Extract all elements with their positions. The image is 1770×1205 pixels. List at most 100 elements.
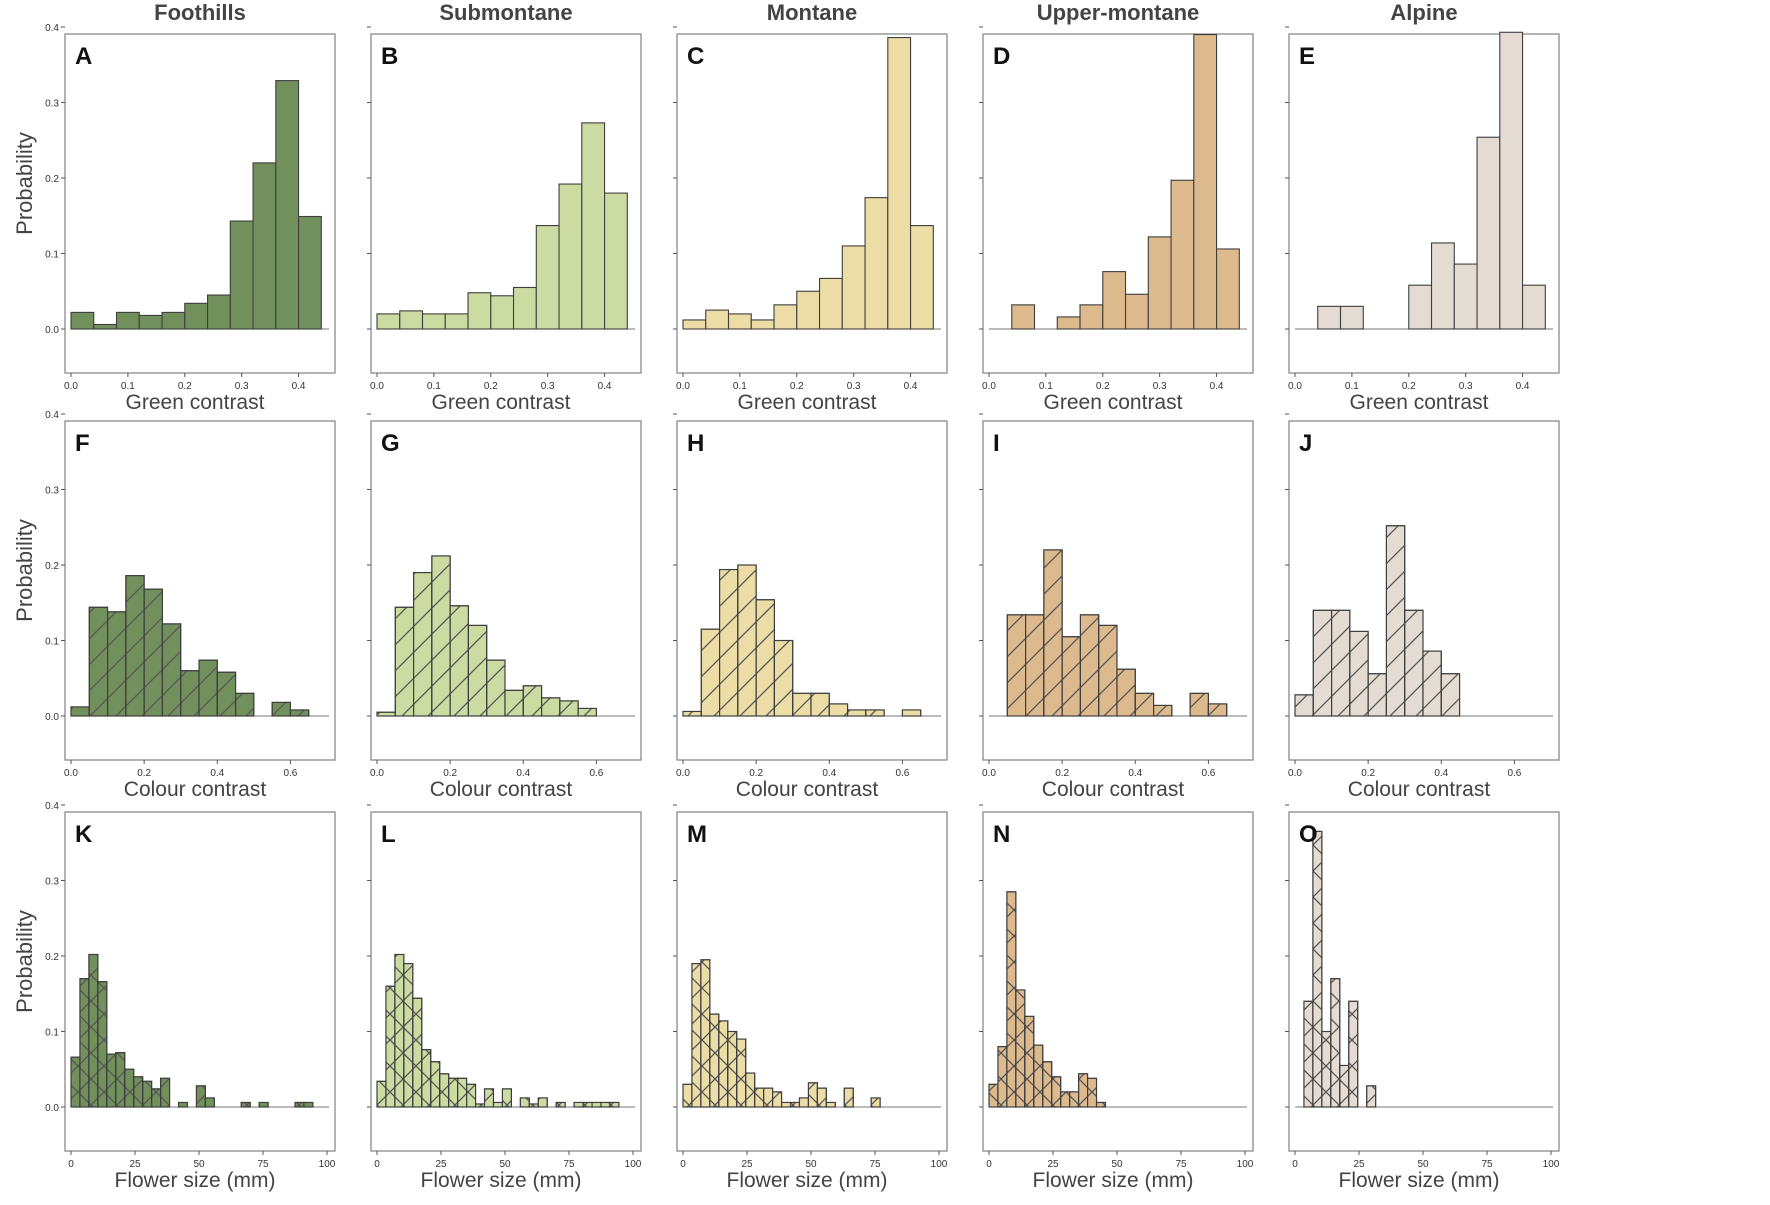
histogram-bar-hatch [204, 1097, 215, 1108]
x-tick-label: 100 [931, 1159, 948, 1170]
histogram-bar-hatch [792, 692, 812, 717]
histogram-bar [682, 319, 707, 330]
histogram-bar-hatch [1078, 1073, 1089, 1108]
histogram-bar-hatch [504, 689, 524, 717]
histogram-bar-hatch [591, 1101, 602, 1108]
histogram-bar-hatch [195, 1085, 206, 1108]
panel-label: A [75, 43, 92, 70]
y-tick-label: 0.1 [45, 1028, 59, 1039]
histogram-bar-hatch [431, 555, 451, 717]
panel-E: 0.0 0.1 0.2 0.3 0.4 Green contrast E [1285, 26, 1560, 414]
panel-K: 0.0 0.1 0.2 0.3 0.4 0 25 50 75 100 Flower size (mm… [45, 801, 336, 1192]
histogram-bar-hatch [754, 1087, 765, 1108]
histogram-bar-hatch [430, 1061, 441, 1108]
histogram-bar-hatch [125, 575, 145, 717]
x-tick-label: 0.3 [1459, 381, 1473, 392]
histogram-bar-hatch [448, 1077, 459, 1108]
x-axis-label: Flower size (mm) [1339, 1169, 1500, 1192]
histogram-bar-hatch [1366, 1085, 1377, 1108]
histogram-bar [581, 122, 606, 330]
y-tick-label: 0.0 [45, 712, 59, 723]
histogram-bar-hatch [303, 1101, 314, 1108]
histogram-bar-hatch [1422, 650, 1442, 717]
histogram-bar-hatch [691, 962, 702, 1108]
panel-O: 0 25 50 75 100 Flower size (mm) O [1285, 804, 1560, 1192]
x-axis-label: Flower size (mm) [1033, 1169, 1194, 1192]
histogram-bar [229, 220, 254, 330]
histogram-bar [796, 290, 821, 330]
y-tick-label: 0.0 [45, 325, 59, 336]
histogram-bar-hatch [865, 709, 885, 717]
histogram-bar [1011, 304, 1036, 330]
x-tick-label: 75 [563, 1159, 575, 1170]
histogram-bar [558, 183, 583, 330]
x-tick-label: 0.2 [137, 768, 151, 779]
histogram-bar-hatch [719, 568, 739, 717]
x-tick-label: 75 [1481, 1159, 1493, 1170]
histogram-bar-hatch [573, 1101, 584, 1108]
histogram-bar-hatch [1134, 692, 1155, 717]
histogram-bar-hatch [1303, 1000, 1314, 1108]
x-tick-label: 0.4 [598, 381, 612, 392]
x-tick-label: 0.1 [427, 381, 441, 392]
histogram-bar-hatch [709, 1013, 720, 1108]
histogram-bar-hatch [1116, 668, 1136, 717]
y-axis-label: Probability [12, 132, 37, 235]
histogram-bar-hatch [609, 1101, 620, 1108]
x-tick-label: 0.3 [1153, 381, 1167, 392]
x-tick-label: 0.2 [443, 768, 457, 779]
x-tick-label: 0.4 [822, 768, 836, 779]
histogram-bar-hatch [1330, 978, 1341, 1108]
x-tick-label: 0.2 [790, 381, 804, 392]
x-tick-label: 0.3 [235, 381, 249, 392]
x-tick-label: 0.3 [847, 381, 861, 392]
x-tick-label: 0.1 [1039, 381, 1053, 392]
histogram-bar-hatch [258, 1101, 269, 1108]
histogram-bar-hatch [870, 1097, 881, 1108]
x-tick-label: 0.0 [982, 768, 996, 779]
histogram-bar-hatch [1087, 1077, 1098, 1108]
histogram-bar-hatch [522, 685, 543, 717]
histogram-bar-hatch [376, 711, 396, 717]
histogram-bar [467, 292, 492, 330]
histogram-bar-hatch [475, 1103, 486, 1108]
x-tick-label: 50 [1417, 1159, 1429, 1170]
histogram-bar-hatch [70, 1056, 81, 1108]
histogram-bar [727, 313, 752, 330]
histogram-bar [376, 313, 401, 330]
histogram-bar-hatch [901, 709, 922, 717]
histogram-bar [115, 311, 140, 330]
histogram-bar-hatch [789, 1101, 801, 1108]
x-tick-label: 75 [257, 1159, 269, 1170]
histogram-bar [1522, 284, 1546, 330]
x-tick-label: 25 [1353, 1159, 1365, 1170]
histogram-bar-hatch [151, 1088, 162, 1108]
histogram-bar-hatch [413, 571, 433, 717]
histogram-bar-hatch [1015, 989, 1026, 1108]
x-tick-label: 0.6 [1507, 768, 1521, 779]
histogram-bar [70, 311, 95, 330]
panel-H: 0.0 0.2 0.4 0.6 Colour contrast H [673, 413, 948, 801]
panel-label: L [381, 821, 396, 848]
histogram-bar-hatch [1404, 609, 1424, 717]
panel-C: 0.0 0.1 0.2 0.3 0.4 Green contrast C [673, 26, 948, 414]
x-tick-label: 0.4 [292, 381, 306, 392]
x-tick-label: 50 [499, 1159, 511, 1170]
histogram-bar-hatch [1189, 692, 1209, 717]
histogram-bar-hatch [216, 671, 237, 717]
panel-B: 0.0 0.1 0.2 0.3 0.4 Green contrast B [367, 26, 642, 414]
histogram-bar-hatch [79, 978, 90, 1108]
histogram-bar [910, 225, 934, 330]
x-axis-label: Flower size (mm) [115, 1169, 276, 1192]
histogram-bar [275, 80, 300, 330]
histogram-bar-hatch [577, 707, 597, 717]
histogram-bar [298, 215, 322, 330]
histogram-bar-hatch [1385, 525, 1406, 717]
histogram-bar [1499, 31, 1524, 330]
histogram-bar-hatch [1069, 1091, 1080, 1108]
histogram-bar-hatch [1042, 1061, 1053, 1108]
histogram-bar-hatch [807, 1082, 818, 1108]
panel-label: F [75, 430, 90, 457]
histogram-bar-hatch [294, 1101, 305, 1108]
histogram-bar [1430, 242, 1455, 330]
